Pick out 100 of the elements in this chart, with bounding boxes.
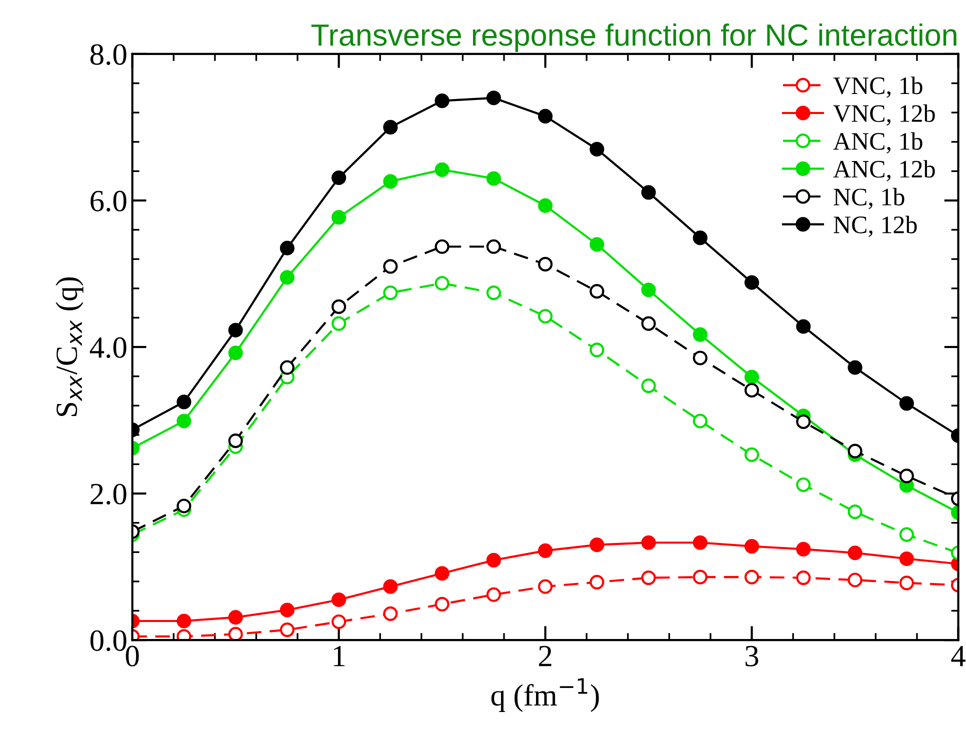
point (332, 210, 346, 225)
point (434, 94, 450, 108)
point (383, 579, 398, 594)
legend-label: NC, 12b (834, 216, 917, 237)
point (176, 414, 192, 428)
point (641, 316, 656, 331)
point (744, 570, 760, 584)
point (848, 444, 862, 458)
point (538, 108, 553, 124)
y-tick-label: 2.0 (90, 484, 126, 505)
y-tick-label: 8.0 (90, 44, 126, 65)
legend-label: VNC, 12b (833, 104, 935, 126)
point (641, 282, 656, 298)
y-tick-label: 0.0 (90, 630, 126, 652)
point (744, 370, 760, 384)
point (538, 198, 553, 213)
point (486, 239, 501, 254)
point (228, 433, 243, 448)
point (434, 596, 450, 612)
point (692, 414, 708, 428)
point (899, 576, 914, 590)
point (332, 299, 346, 314)
x-axis-title: q (fm$^{−1}$) (491, 678, 599, 712)
x-tick-label: 1 (334, 646, 345, 666)
point (434, 566, 450, 581)
point (796, 414, 811, 430)
x-tick-label: 2 (539, 646, 552, 666)
point (176, 498, 192, 514)
x-tick-label: 4 (951, 646, 966, 666)
legend-label: NC, 1b (834, 188, 904, 210)
point (228, 322, 243, 338)
point (744, 382, 760, 398)
point (280, 360, 294, 375)
point (590, 538, 604, 552)
point (848, 504, 862, 520)
point (641, 378, 656, 394)
x-tick-label: 0 (126, 646, 139, 666)
point (332, 316, 346, 331)
point (590, 142, 604, 156)
point (744, 538, 760, 554)
point (434, 276, 450, 291)
point (383, 120, 398, 135)
point (590, 342, 604, 358)
point (538, 308, 553, 324)
point (590, 284, 604, 299)
point (383, 285, 398, 300)
point (744, 447, 760, 462)
point (590, 574, 604, 590)
point (486, 587, 501, 602)
y-tick-label: 6.0 (90, 190, 126, 212)
point (848, 572, 862, 588)
point (383, 606, 398, 621)
point (332, 592, 346, 608)
y-tick-label: 4.0 (90, 337, 126, 358)
y-axis-title: S$_{xx}$/C$_{xx}$ (q) (56, 277, 84, 416)
point (796, 477, 811, 492)
point (899, 468, 914, 484)
point (332, 170, 346, 186)
point (641, 570, 656, 586)
point (692, 535, 708, 550)
legend-label: ANC, 12b (833, 160, 935, 182)
point (486, 171, 501, 186)
point (486, 90, 501, 106)
point (434, 239, 450, 254)
point (899, 527, 914, 542)
point (538, 579, 553, 594)
point (383, 259, 398, 274)
point (848, 546, 862, 560)
point (692, 350, 708, 366)
point (796, 319, 811, 334)
point (176, 614, 192, 628)
point (538, 256, 553, 272)
point (590, 237, 604, 252)
legend-label: ANC, 1b (833, 132, 922, 154)
point (280, 270, 294, 285)
point (383, 174, 398, 189)
x-tick-label: 3 (746, 646, 758, 666)
point (641, 535, 656, 550)
point (486, 552, 501, 568)
legend-label: VNC, 1b (833, 76, 922, 98)
point (280, 240, 294, 256)
point (692, 570, 708, 584)
point (538, 543, 553, 558)
point (228, 610, 243, 625)
point (899, 551, 914, 566)
point (692, 230, 708, 246)
point (280, 602, 294, 618)
point (228, 626, 243, 640)
point (434, 162, 450, 177)
point (796, 570, 811, 586)
point (332, 614, 346, 630)
point (692, 327, 708, 342)
point (228, 346, 243, 360)
chart-title: Transverse response function for NC interaction (311, 23, 956, 52)
point (486, 285, 501, 300)
point (176, 394, 192, 410)
point (641, 185, 656, 200)
point (848, 360, 862, 375)
point (280, 622, 294, 638)
point (899, 396, 914, 411)
